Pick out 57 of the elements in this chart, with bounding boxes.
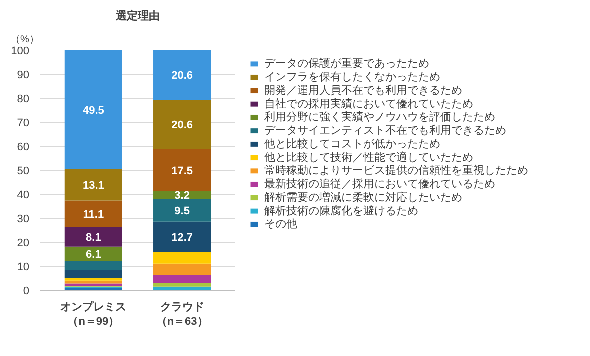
legend-label: データの保護が重要であったため bbox=[264, 57, 430, 70]
x-tick-label: オンプレミス（n＝99） bbox=[60, 300, 127, 328]
bar bbox=[64, 278, 122, 281]
bar bbox=[64, 246, 122, 262]
bar bbox=[64, 200, 122, 228]
bar bbox=[64, 227, 122, 247]
data-label: 9.5 bbox=[174, 205, 190, 218]
legend-label: 最新技術の追従／採用において優れているため bbox=[264, 178, 496, 191]
y-tick-label: 70 bbox=[17, 118, 30, 130]
bar bbox=[64, 50, 122, 170]
data-label: 13.1 bbox=[82, 180, 104, 192]
y-tick-label: 40 bbox=[17, 190, 30, 202]
data-label: 11.1 bbox=[83, 209, 104, 222]
legend-label: 解析技術の陳腐化を避けるため bbox=[264, 204, 418, 218]
data-label: 12.7 bbox=[172, 232, 194, 244]
bar bbox=[154, 149, 212, 192]
legend-label: 常時稼動によりサービス提供の信頼性を重視したため bbox=[264, 164, 528, 178]
y-tick-label: 90 bbox=[17, 70, 30, 82]
bar bbox=[154, 264, 212, 276]
bar bbox=[64, 169, 122, 201]
bar bbox=[154, 283, 212, 287]
data-label: 20.6 bbox=[172, 120, 194, 132]
bar bbox=[154, 199, 212, 222]
legend-label: 利用分野に強く実績やノウハウを評価したため bbox=[264, 110, 496, 124]
legend-label: インフラを保有したくなかったため bbox=[264, 72, 440, 84]
y-tick-label: 0 bbox=[23, 286, 30, 298]
data-label: 8.1 bbox=[86, 232, 102, 244]
bar bbox=[154, 100, 212, 150]
y-tick-label: 50 bbox=[17, 166, 30, 178]
y-tick-label: 10 bbox=[17, 262, 30, 274]
y-axis-title: （%） bbox=[10, 34, 40, 46]
bar bbox=[154, 275, 212, 284]
bar bbox=[64, 261, 122, 270]
data-label: 49.5 bbox=[82, 104, 104, 117]
legend-label: 他と比較して技術／性能で適していたため bbox=[264, 150, 474, 164]
y-tick-label: 100 bbox=[11, 46, 30, 58]
bar bbox=[64, 270, 122, 278]
chart-title: 選定理由 bbox=[115, 10, 160, 22]
bar bbox=[154, 222, 212, 252]
legend-label: 解析需要の増減に柔軟に対応したいため bbox=[264, 190, 462, 204]
y-tick-label: 20 bbox=[17, 238, 30, 250]
legend-label: 開発／運用人員不在でも利用できるため bbox=[264, 84, 462, 97]
data-label: 6.1 bbox=[86, 249, 102, 262]
y-tick-label: 60 bbox=[17, 142, 30, 154]
data-label: 3.2 bbox=[174, 190, 190, 202]
legend-label: その他 bbox=[264, 218, 298, 231]
y-tick-label: 30 bbox=[17, 214, 30, 226]
bar bbox=[154, 50, 212, 100]
data-label: 20.6 bbox=[172, 70, 194, 82]
bar bbox=[154, 252, 212, 264]
legend-label: データサイエンティスト不在でも利用できるため bbox=[264, 124, 506, 138]
legend-label: 他と比較してコストが低かったため bbox=[264, 137, 440, 150]
y-tick-label: 80 bbox=[17, 94, 30, 106]
bar bbox=[64, 280, 122, 284]
data-label: 17.5 bbox=[172, 165, 194, 178]
x-tick-label: クラウド（n＝63） bbox=[156, 302, 208, 328]
legend-label: 自社での採用実績において優れていたため bbox=[264, 97, 474, 110]
